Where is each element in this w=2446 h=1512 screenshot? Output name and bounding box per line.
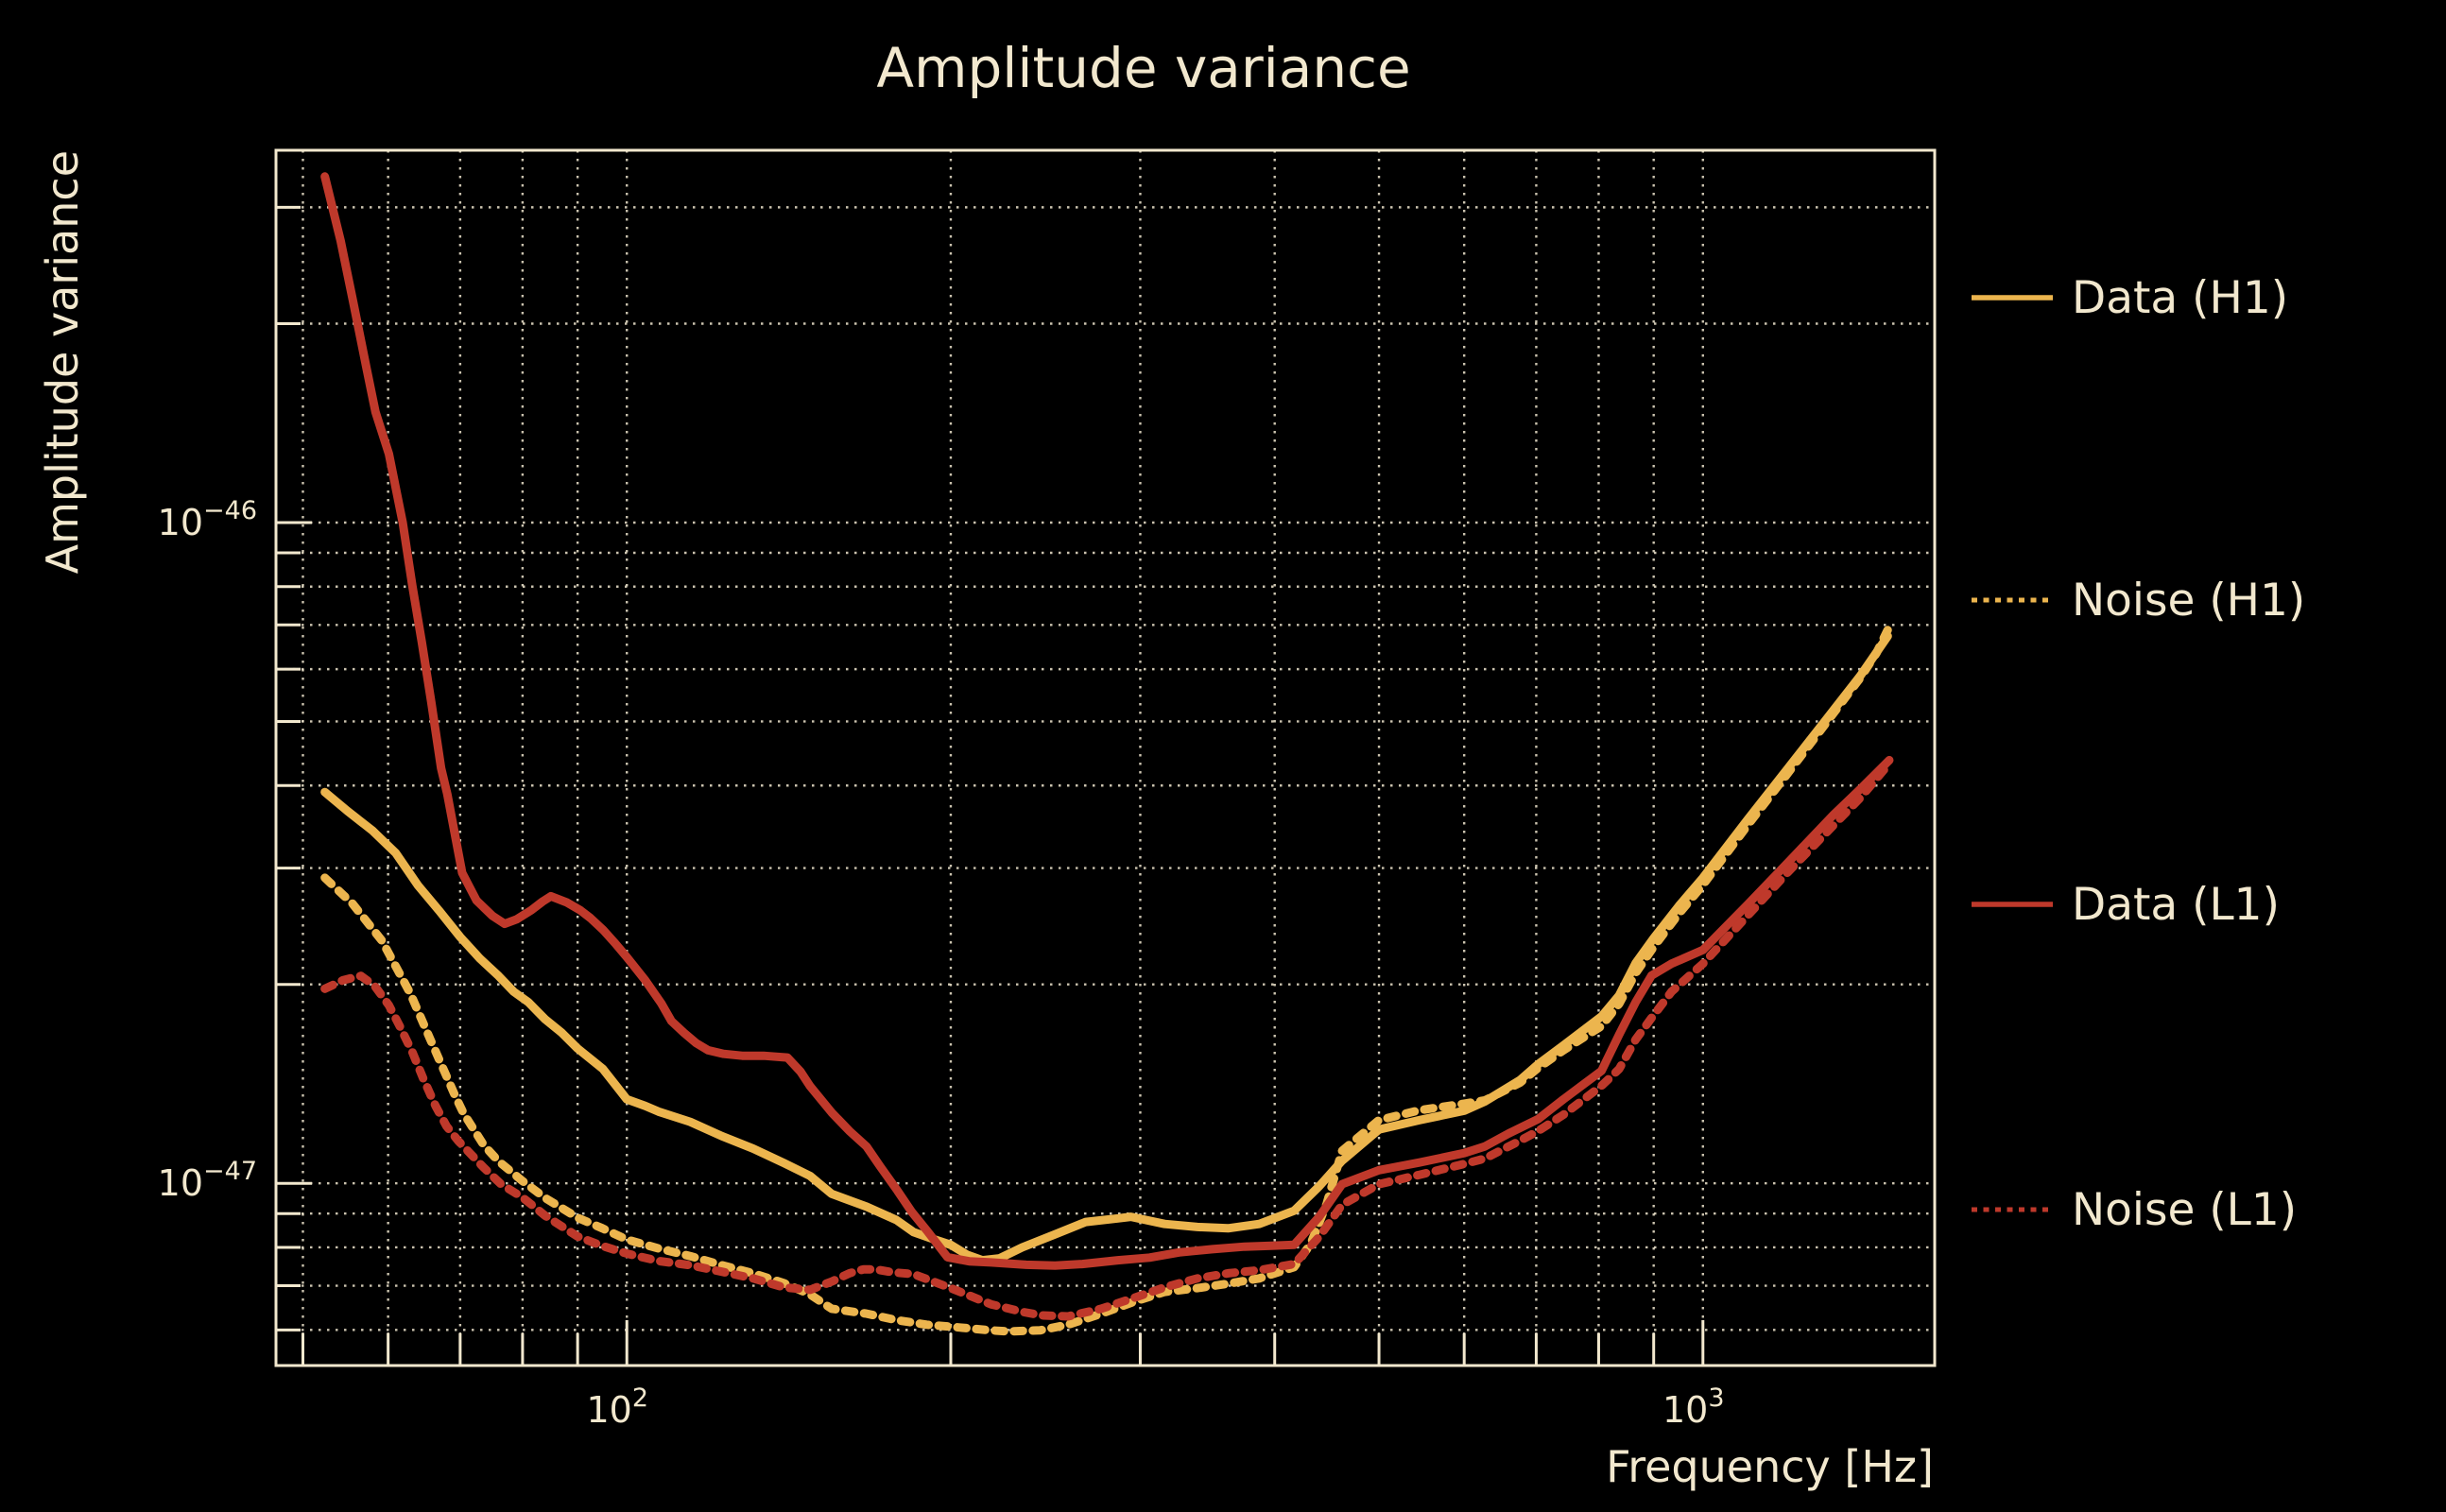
legend-label-data-l1: Data (L1): [2072, 879, 2280, 931]
series-line-noise-l1-: [320, 759, 1894, 1321]
legend-item-noise-h1: Noise (H1): [1972, 575, 2305, 627]
gridlines: [276, 150, 1935, 1366]
legend-label-noise-l1: Noise (L1): [2072, 1184, 2297, 1236]
y-axis-label: Amplitude variance: [37, 150, 88, 574]
legend-item-data-l1: Data (L1): [1972, 879, 2280, 931]
legend-item-noise-l1: Noise (L1): [1972, 1184, 2297, 1236]
legend: Data (H1) Noise (H1) Data (L1) Noise (L1…: [1972, 272, 2305, 1236]
y-tick-label: 10−47: [158, 1157, 257, 1204]
legend-item-data-h1: Data (H1): [1972, 272, 2288, 324]
axis-ticks: [276, 205, 1705, 1366]
legend-label-noise-h1: Noise (H1): [2072, 575, 2305, 627]
legend-label-data-h1: Data (H1): [2072, 272, 2288, 324]
x-axis-label: Frequency [Hz]: [1606, 1441, 1934, 1492]
plot-frame: [274, 148, 1937, 1367]
x-tick-label: 102: [586, 1383, 648, 1431]
series-line-data-l1-: [320, 172, 1894, 1270]
series-line-noise-h1-: [320, 626, 1892, 1336]
x-tick-label: 103: [1662, 1383, 1725, 1431]
data-curves: [320, 172, 1894, 1336]
chart-title: Amplitude variance: [876, 36, 1410, 100]
tick-labels: 102 103 10−46 10−47: [158, 496, 1725, 1431]
y-tick-label: 10−46: [158, 496, 257, 543]
